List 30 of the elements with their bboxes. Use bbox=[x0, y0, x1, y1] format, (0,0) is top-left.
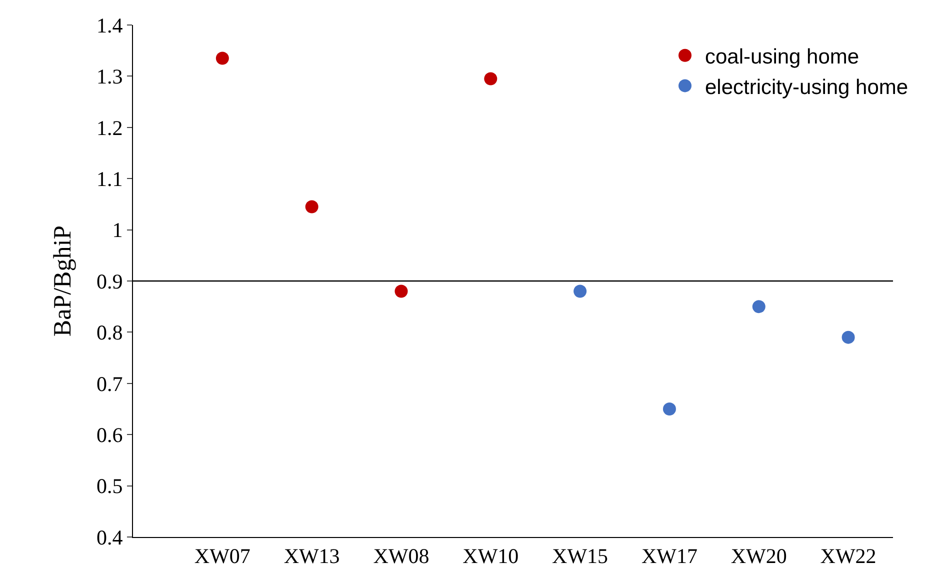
y-tick-label: 0.6 bbox=[96, 422, 123, 447]
y-tick-label: 0.7 bbox=[96, 372, 123, 396]
point bbox=[484, 72, 498, 86]
y-tick-label: 0.8 bbox=[96, 320, 123, 345]
x-tick-label: XW22 bbox=[820, 544, 876, 568]
y-axis-title: BaP/BghiP bbox=[49, 225, 76, 337]
legend-label: electricity-using home bbox=[705, 76, 908, 99]
x-tick-label: XW10 bbox=[462, 544, 519, 568]
point bbox=[305, 200, 318, 214]
x-tick-label: XW08 bbox=[373, 544, 430, 568]
point bbox=[216, 52, 229, 65]
x-tick-label: XW20 bbox=[730, 544, 787, 568]
y-tick-label: 1.4 bbox=[96, 13, 124, 38]
x-tick-label: XW17 bbox=[641, 544, 698, 568]
x-tick-label: XW13 bbox=[284, 544, 340, 568]
point bbox=[842, 330, 855, 344]
point bbox=[752, 300, 766, 314]
legend-label: coal-using home bbox=[705, 46, 860, 69]
y-tick-label: 0.9 bbox=[96, 269, 123, 294]
x-tick-label: XW07 bbox=[194, 544, 250, 568]
y-tick-label: 1.2 bbox=[96, 116, 123, 140]
point bbox=[574, 284, 587, 298]
y-tick-label: 1.1 bbox=[96, 166, 123, 191]
point bbox=[662, 402, 676, 416]
point bbox=[394, 284, 408, 298]
y-tick-label: 1 bbox=[112, 218, 123, 242]
y-tick-label: 1.3 bbox=[96, 64, 123, 89]
x-tick-label: XW15 bbox=[552, 544, 608, 568]
y-tick-label: 0.5 bbox=[96, 474, 123, 498]
y-tick-label: 0.4 bbox=[96, 525, 124, 550]
